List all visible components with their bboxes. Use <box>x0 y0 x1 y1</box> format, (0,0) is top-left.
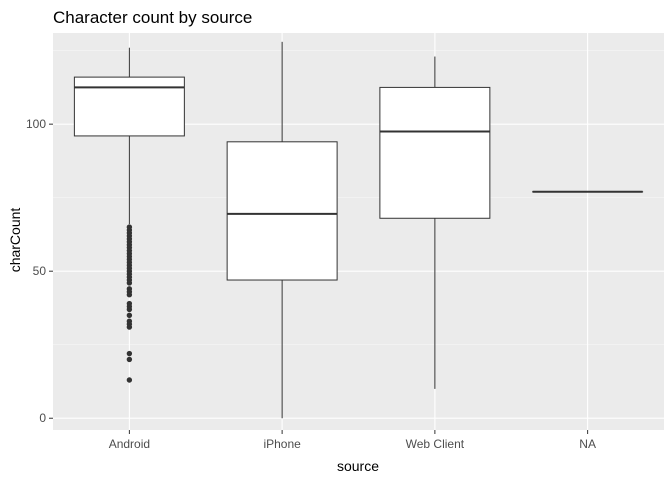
box-web-client <box>379 56 491 389</box>
x-axis-title: source <box>337 458 379 474</box>
y-tick-label: 0 <box>39 411 46 425</box>
outlier-point <box>126 306 133 313</box>
axis-ticks: 0 50 100 Android iPhone Web Client NA <box>26 117 596 451</box>
minor-gridlines <box>53 50 664 346</box>
x-tick-label: iPhone <box>263 437 301 451</box>
outlier-point <box>126 356 133 363</box>
y-tick-label: 100 <box>26 117 46 131</box>
outlier-point <box>126 280 133 286</box>
box-iphone <box>226 41 338 419</box>
y-tick-label: 50 <box>33 264 47 278</box>
outlier-point <box>126 292 133 298</box>
y-axis-title: charCount <box>7 208 23 273</box>
x-tick-label: NA <box>579 437 596 451</box>
outlier-point <box>126 324 133 330</box>
box-iqr <box>73 76 185 137</box>
box-iqr <box>226 141 338 281</box>
outlier-point <box>126 350 133 357</box>
x-tick-label: Android <box>109 437 150 451</box>
chart-title: Character count by source <box>53 8 252 27</box>
box-android <box>73 47 185 383</box>
outlier-point <box>126 312 133 319</box>
box-iqr <box>379 86 491 219</box>
boxes-layer <box>73 41 644 419</box>
x-tick-label: Web Client <box>406 437 465 451</box>
outlier-point <box>126 377 133 383</box>
